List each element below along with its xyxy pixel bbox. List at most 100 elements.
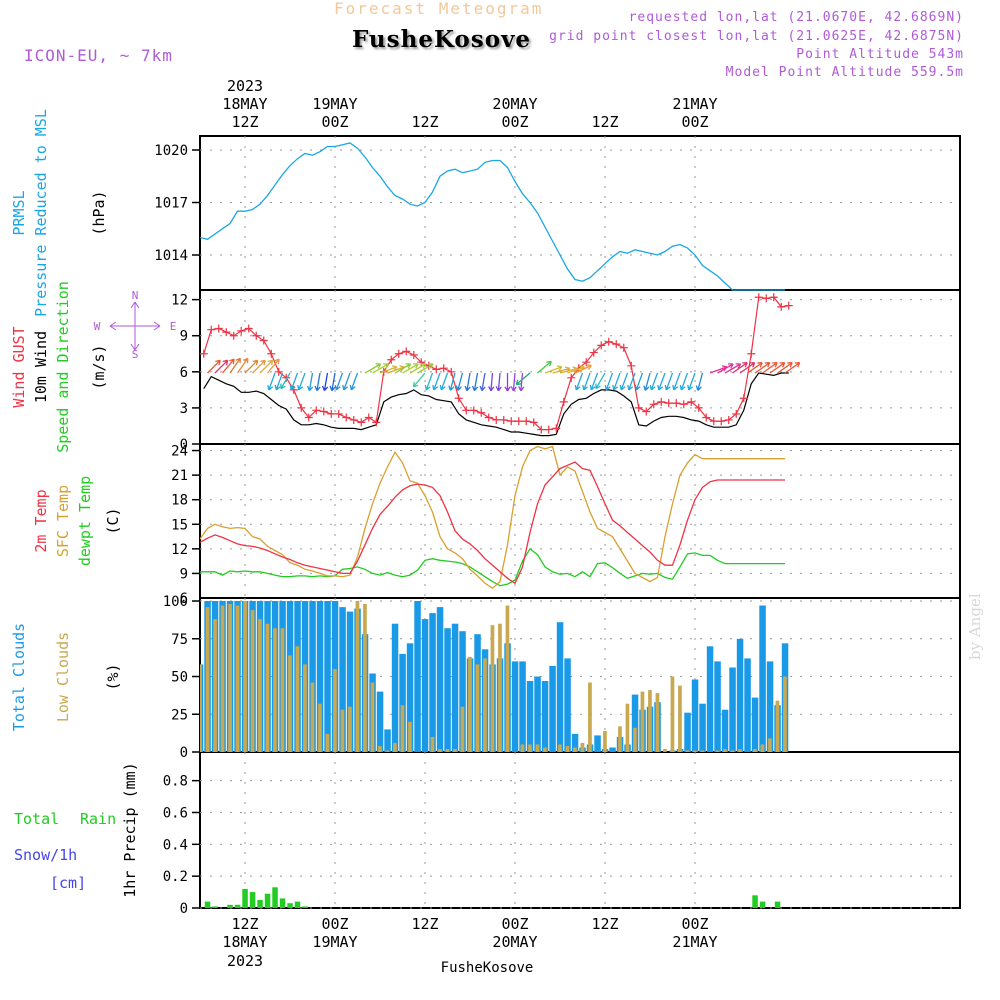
- gust-marker: [319, 407, 328, 416]
- wind-direction-arrow: [769, 362, 786, 374]
- top-year-label: 2023: [227, 77, 263, 95]
- pressure-label: PRMSL: [10, 190, 28, 235]
- wind-direction-arrow: [634, 372, 644, 391]
- total-cloud-bar: [316, 601, 324, 752]
- gust-marker: [507, 417, 516, 426]
- gust-marker: [357, 418, 366, 427]
- total-cloud-bar: [594, 735, 601, 752]
- wind-direction-arrow: [664, 372, 674, 391]
- wind-direction-arrow: [657, 372, 666, 391]
- gust-marker: [402, 347, 411, 356]
- total-cloud-bar: [339, 607, 346, 752]
- footer-station-label: FusheKosove: [441, 960, 534, 976]
- wind-y-tick-label: 6: [180, 365, 188, 381]
- low-cloud-bar: [603, 730, 607, 752]
- low-cloud-bar: [408, 721, 412, 752]
- gust-marker: [754, 293, 763, 302]
- gust-marker: [672, 399, 681, 408]
- rain-bar: [774, 901, 781, 908]
- low-cloud-bar: [318, 703, 322, 752]
- gust-marker: [777, 302, 786, 311]
- gust-marker: [762, 294, 771, 303]
- bottom-date-tick-label: 18MAY: [222, 933, 267, 951]
- low-cloud-bar: [783, 676, 787, 752]
- gust-marker: [514, 417, 523, 426]
- low-cloud-bar: [700, 750, 705, 752]
- total-cloud-bar: [706, 646, 714, 752]
- precip-snow-unit-label: [cm]: [50, 874, 86, 892]
- pressure-y-tick-label: 1017: [154, 196, 188, 212]
- bottom-date-tick-label: 19MAY: [312, 933, 357, 951]
- clouds-unit-label: (%): [104, 663, 122, 690]
- total-cloud-bar: [751, 697, 759, 752]
- sfc-temp-label: SFC Temp: [54, 485, 72, 557]
- temp-unit-label: (C): [104, 507, 122, 534]
- gust-marker: [229, 331, 238, 340]
- temp-y-tick-label: 24: [171, 444, 188, 460]
- low-cloud-bar: [580, 742, 585, 752]
- gust-marker: [739, 394, 748, 403]
- gust-marker: [492, 415, 501, 424]
- gust-marker: [649, 400, 658, 409]
- low-cloud-bar: [385, 750, 390, 752]
- wind-direction-arrow: [471, 372, 479, 392]
- low-cloud-bar: [693, 750, 697, 752]
- total-cloud-bar: [721, 709, 729, 752]
- gust-marker: [612, 340, 621, 349]
- low-cloud-bar: [310, 682, 315, 752]
- pressure-unit-label: (hPa): [90, 190, 108, 235]
- gust-marker: [582, 358, 591, 367]
- low-cloud-bar: [430, 736, 435, 752]
- wind-direction-arrow: [784, 362, 801, 374]
- precip-total-label: Total: [14, 810, 59, 828]
- gust-marker: [364, 413, 373, 422]
- gust-marker: [567, 373, 576, 382]
- precip-rain-label: Rain: [80, 810, 116, 828]
- low-cloud-bar: [663, 749, 667, 752]
- low-cloud-bar: [618, 726, 622, 752]
- rain-bar: [204, 901, 211, 908]
- total-cloud-bar: [399, 653, 406, 752]
- clouds-y-tick-label: 100: [163, 594, 188, 610]
- bottom-hour-tick-label: 12Z: [231, 915, 258, 933]
- gust-marker: [447, 367, 456, 376]
- total-cloud-bar: [459, 631, 466, 752]
- top-hour-tick-label: 00Z: [321, 113, 348, 131]
- total-cloud-bar: [384, 729, 391, 752]
- bottom-hour-tick-label: 12Z: [411, 915, 438, 933]
- gust-marker: [394, 349, 403, 358]
- wind-direction-arrow: [464, 372, 471, 392]
- low-clouds-label: Low Clouds: [54, 632, 72, 722]
- top-hour-tick-label: 00Z: [501, 113, 528, 131]
- low-cloud-bar: [775, 700, 780, 752]
- low-cloud-bar: [573, 747, 577, 752]
- wind-direction-arrow: [518, 372, 525, 392]
- wind-label: 10m Wind: [32, 331, 50, 403]
- top-date-tick-label: 19MAY: [312, 95, 357, 113]
- point-altitude: Point Altitude 543m: [796, 47, 964, 62]
- station-title: FusheKosove: [352, 26, 532, 53]
- total-cloud-bar: [736, 638, 744, 752]
- low-cloud-bar: [438, 749, 442, 752]
- low-cloud-bar: [738, 749, 742, 752]
- gust-marker: [349, 415, 358, 424]
- wind-unit-label: (m/s): [90, 344, 108, 389]
- wind-direction-arrow: [402, 363, 419, 374]
- low-cloud-bar: [730, 750, 735, 752]
- total-cloud-bar: [511, 661, 519, 752]
- wind-direction-arrow: [349, 372, 359, 391]
- wind-direction-arrow: [479, 372, 486, 392]
- wind-direction-arrow: [724, 363, 742, 374]
- gust-marker: [589, 348, 598, 357]
- pressure-y-tick-label: 1020: [154, 143, 188, 159]
- gust-marker: [207, 325, 216, 334]
- rain-bar: [212, 906, 218, 908]
- gust-marker: [297, 403, 306, 412]
- wind-direction-arrow: [424, 372, 434, 391]
- top-hour-tick-label: 12Z: [591, 113, 618, 131]
- bottom-year-label: 2023: [227, 952, 263, 970]
- total-cloud-bar: [691, 679, 699, 752]
- wind-direction-arrow: [643, 372, 651, 391]
- wind-direction-arrow: [754, 362, 771, 374]
- pressure-y-tick-label: 1014: [154, 248, 188, 264]
